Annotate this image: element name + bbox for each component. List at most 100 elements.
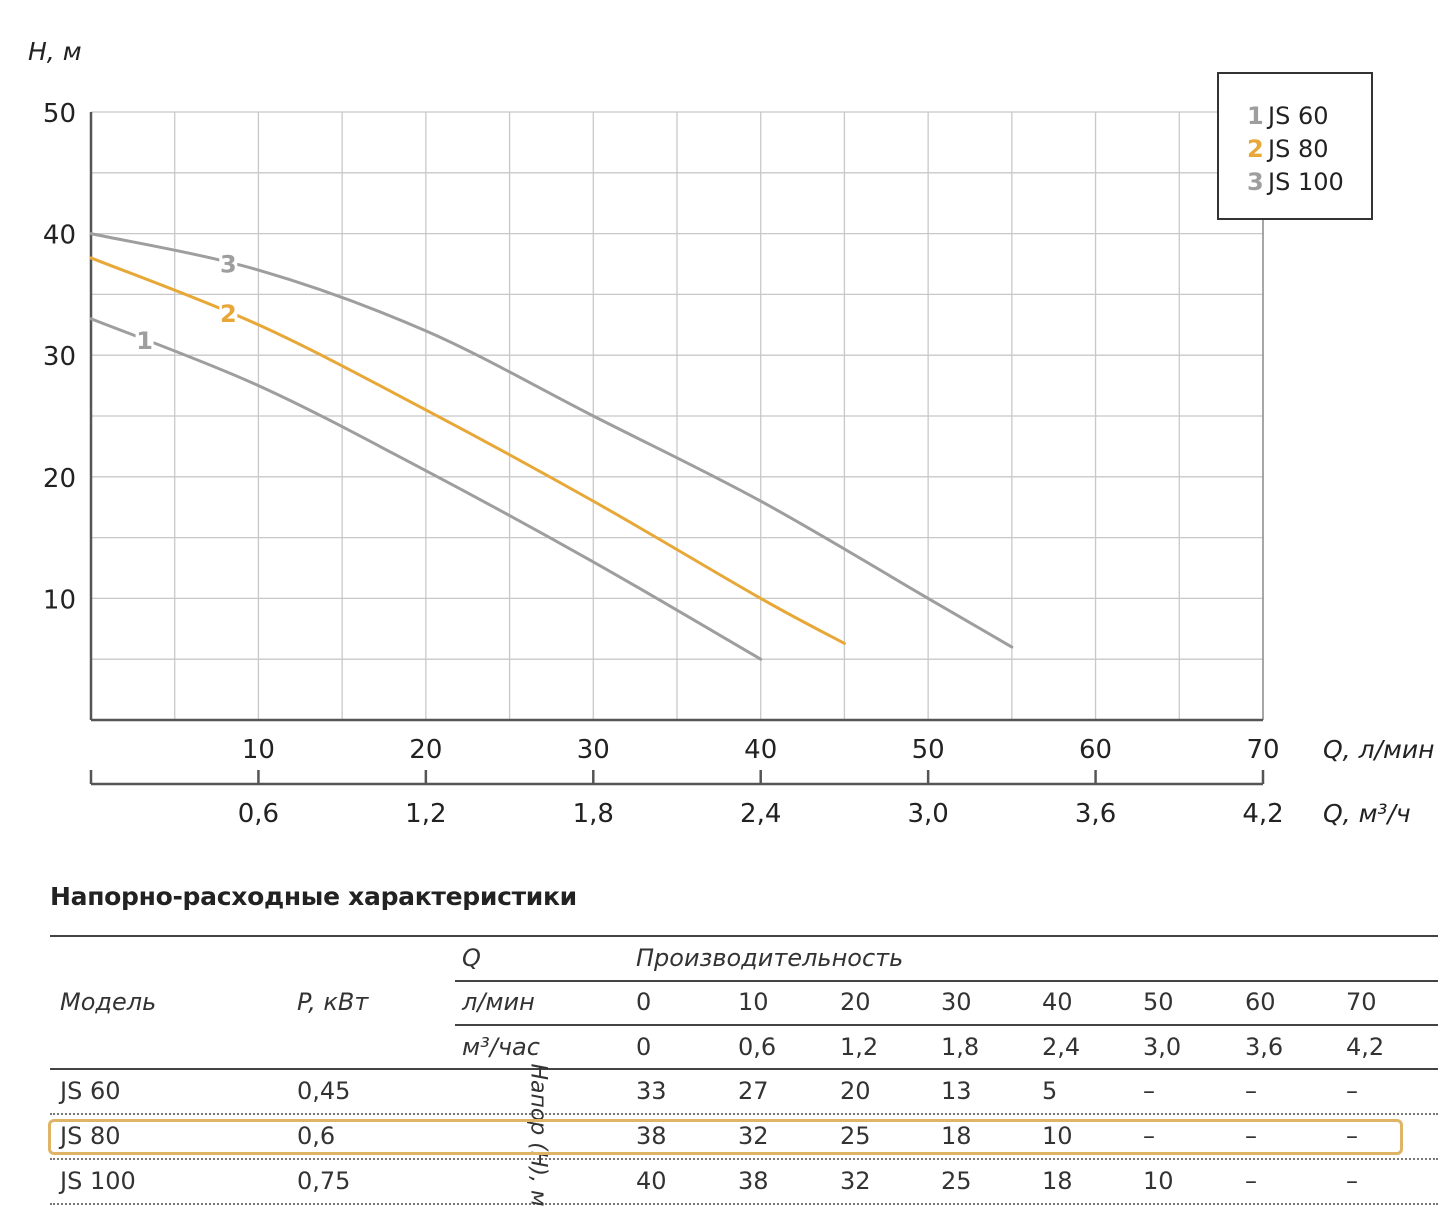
chart-grid xyxy=(91,111,1264,720)
header-model: Модель xyxy=(60,988,157,1016)
series-number-label: 1 xyxy=(136,327,153,355)
y-tick-label: 40 xyxy=(43,221,76,251)
legend-number: 1 xyxy=(1247,102,1264,130)
row-head-value: 13 xyxy=(941,1077,972,1105)
row-head-value: – xyxy=(1245,1122,1257,1150)
chart-tick-labels: 10 20 30 40 50 60 70 0,6 1,2 1,8 2,4 3,0 3,6 4,2 10 20 3… xyxy=(28,37,1434,829)
x-tick-label: 70 xyxy=(1246,735,1279,765)
x2-tick-label: 1,8 xyxy=(573,799,614,829)
row-head-value: 18 xyxy=(941,1122,972,1150)
legend-label: JS 60 xyxy=(1266,102,1328,130)
series-number-backdrop xyxy=(219,249,238,278)
row-head-value: 40 xyxy=(636,1167,667,1195)
header-lmin-value: 30 xyxy=(941,988,972,1016)
row-head-value: – xyxy=(1346,1167,1358,1195)
row-head-value: 38 xyxy=(738,1167,769,1195)
row-head-value: 38 xyxy=(636,1122,667,1150)
x2-tick-label: 3,6 xyxy=(1075,799,1116,829)
row-head-value: 5 xyxy=(1042,1077,1058,1105)
header-m3h-value: 1,8 xyxy=(941,1033,980,1061)
header-lmin-value: 70 xyxy=(1346,988,1377,1016)
chart-series: 1 2 3 xyxy=(89,232,1014,661)
row-head-value: – xyxy=(1346,1122,1358,1150)
header-m3h-value: 4,2 xyxy=(1346,1033,1385,1061)
legend-number: 3 xyxy=(1247,168,1264,196)
series-number-label: 2 xyxy=(220,300,237,328)
header-m3h-value: 0,6 xyxy=(738,1033,777,1061)
y-tick-label: 20 xyxy=(43,464,76,494)
legend-number: 2 xyxy=(1247,135,1264,163)
row-head-value: – xyxy=(1143,1122,1155,1150)
row-head-value: 18 xyxy=(1042,1167,1073,1195)
header-m3h-value: 3,6 xyxy=(1245,1033,1284,1061)
row-model: JS 80 xyxy=(60,1122,121,1150)
y-tick-label: 10 xyxy=(43,585,76,615)
x-tick-label: 60 xyxy=(1079,735,1112,765)
x-axis-title: Q, л/мин xyxy=(1323,735,1434,764)
row-highlight-js80 xyxy=(48,1119,1403,1155)
x-tick-label: 30 xyxy=(577,735,610,765)
series-line-js-80 xyxy=(89,256,846,645)
row-head-value: 10 xyxy=(1042,1122,1073,1150)
x2-tick-label: 3,0 xyxy=(907,799,948,829)
x-tick-label: 10 xyxy=(242,735,275,765)
header-lmin-value: 0 xyxy=(636,988,652,1016)
row-head-value: 25 xyxy=(941,1167,972,1195)
x-tick-label: 40 xyxy=(744,735,777,765)
legend-label: JS 80 xyxy=(1266,135,1328,163)
table-title: Напорно-расходные характеристики xyxy=(50,882,577,911)
row-head-value: – xyxy=(1143,1077,1155,1105)
row-model: JS 60 xyxy=(60,1077,121,1105)
x2-axis-title: Q, м³/ч xyxy=(1323,799,1411,828)
x2-tick-label: 1,2 xyxy=(405,799,446,829)
table-header-rule-2 xyxy=(455,1024,1438,1026)
table-row-rule-3 xyxy=(50,1203,1438,1205)
row-head-value: 27 xyxy=(738,1077,769,1105)
y-tick-label: 50 xyxy=(43,99,76,129)
series-line-js-60 xyxy=(89,317,763,661)
row-power: 0,6 xyxy=(297,1122,336,1150)
header-lmin-value: 20 xyxy=(840,988,871,1016)
row-head-value: 20 xyxy=(840,1077,871,1105)
x2-tick-label: 0,6 xyxy=(238,799,279,829)
row-power: 0,75 xyxy=(297,1167,351,1195)
header-lmin-value: 10 xyxy=(738,988,769,1016)
header-m3h-value: 1,2 xyxy=(840,1033,879,1061)
series-line-js-100 xyxy=(89,232,1014,649)
series-number-backdrop xyxy=(135,326,154,355)
row-power: 0,45 xyxy=(297,1077,351,1105)
header-m3h-value: 3,0 xyxy=(1143,1033,1182,1061)
chart-axes xyxy=(89,112,1265,786)
table-row-rule-2 xyxy=(50,1158,1438,1160)
table-header-bottom-rule xyxy=(50,1068,1438,1070)
series-number-backdrop xyxy=(219,298,238,327)
row-head-value: 33 xyxy=(636,1077,667,1105)
x-tick-label: 20 xyxy=(409,735,442,765)
row-head-value: – xyxy=(1245,1167,1257,1195)
chart-legend: 1 JS 602 JS 803 JS 100 xyxy=(1217,72,1373,220)
header-lmin-value: 40 xyxy=(1042,988,1073,1016)
header-m3h-value: 2,4 xyxy=(1042,1033,1081,1061)
y-tick-label: 30 xyxy=(43,342,76,372)
y-axis-title: H, м xyxy=(28,37,82,66)
legend-label: JS 100 xyxy=(1266,168,1344,196)
row-head-value: – xyxy=(1346,1077,1358,1105)
row-model: JS 100 xyxy=(60,1167,136,1195)
header-lmin-value: 60 xyxy=(1245,988,1276,1016)
row-head-value: 32 xyxy=(840,1167,871,1195)
row-head-value: – xyxy=(1245,1077,1257,1105)
x2-tick-label: 4,2 xyxy=(1242,799,1283,829)
series-number-label: 3 xyxy=(220,251,237,279)
legend-box xyxy=(1217,72,1373,220)
header-power: P, кВт xyxy=(297,988,369,1016)
header-unit-lmin: л/мин xyxy=(462,988,535,1016)
table-row-rule-1 xyxy=(50,1113,1438,1115)
x-tick-label: 50 xyxy=(912,735,945,765)
header-q: Q xyxy=(462,944,481,972)
table-header-rule-1 xyxy=(455,980,1438,982)
header-lmin-value: 50 xyxy=(1143,988,1174,1016)
header-unit-m3h: м³/час xyxy=(462,1033,540,1061)
pump-performance-chart: 10 20 30 40 50 60 70 0,6 1,2 1,8 2,4 3,0 3,6 4,2 10 20 3… xyxy=(28,37,1434,829)
row-head-value: 32 xyxy=(738,1122,769,1150)
header-m3h-value: 0 xyxy=(636,1033,652,1061)
